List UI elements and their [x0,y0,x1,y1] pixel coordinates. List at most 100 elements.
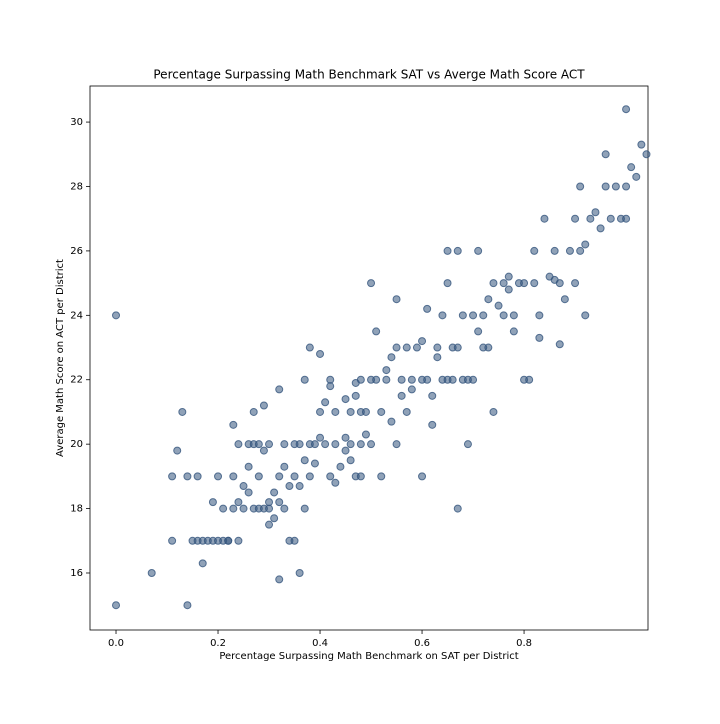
point [606,214,615,223]
point [367,279,376,288]
point [576,246,585,255]
y-tick-label: 30 [70,117,83,128]
point [407,375,416,384]
point [356,472,365,481]
point [346,440,355,449]
point [392,343,401,352]
point [387,353,396,362]
point [418,472,427,481]
point [382,375,391,384]
point [571,279,580,288]
point [642,150,651,159]
x-tick-label: 0.4 [312,638,328,649]
point [275,472,284,481]
point [555,340,564,349]
point [300,504,309,513]
point [601,182,610,191]
point [407,385,416,394]
point [484,343,493,352]
point [356,375,365,384]
point [321,440,330,449]
x-tick-label: 0.8 [516,638,532,649]
point [285,482,294,491]
point [438,311,447,320]
point [254,440,263,449]
point [474,327,483,336]
point [412,343,421,352]
point [168,536,177,545]
point [244,488,253,497]
point [484,295,493,304]
point [458,311,467,320]
point [377,407,386,416]
point [591,208,600,217]
point [341,433,350,442]
point [540,214,549,223]
point [290,536,299,545]
point [326,382,335,391]
point [530,246,539,255]
point [336,462,345,471]
point [392,295,401,304]
point [571,214,580,223]
x-tick-label: 0.0 [108,638,124,649]
point [183,601,192,610]
point [224,536,233,545]
point [443,246,452,255]
point [499,311,508,320]
point [474,246,483,255]
point [418,337,427,346]
point [295,482,304,491]
y-tick-label: 26 [70,246,83,257]
point [576,182,585,191]
point [469,311,478,320]
point [581,311,590,320]
point [275,575,284,584]
point [270,488,279,497]
point [622,182,631,191]
point [346,407,355,416]
point [300,456,309,465]
point [586,214,595,223]
point [234,536,243,545]
point [234,498,243,507]
point [183,472,192,481]
point [627,163,636,172]
point [489,279,498,288]
point [453,343,462,352]
point [346,456,355,465]
point [316,349,325,358]
point [280,504,289,513]
point [198,559,207,568]
point [402,343,411,352]
point [229,472,238,481]
point [367,440,376,449]
point [387,417,396,426]
point [219,504,228,513]
point [392,440,401,449]
point [423,304,432,313]
y-tick-label: 18 [70,504,83,515]
point [229,420,238,429]
point [270,514,279,523]
point [372,375,381,384]
point [632,172,641,181]
x-tick-label: 0.6 [414,638,430,649]
point [173,446,182,455]
point [637,140,646,149]
point [453,504,462,513]
point [397,375,406,384]
point [275,385,284,394]
point [331,407,340,416]
point [361,407,370,416]
point [112,311,121,320]
point [382,366,391,375]
point [402,407,411,416]
y-tick-label: 16 [70,568,83,579]
y-tick-label: 22 [70,375,83,386]
point [341,446,350,455]
point [326,472,335,481]
point [622,105,631,114]
point [265,440,274,449]
point [560,295,569,304]
